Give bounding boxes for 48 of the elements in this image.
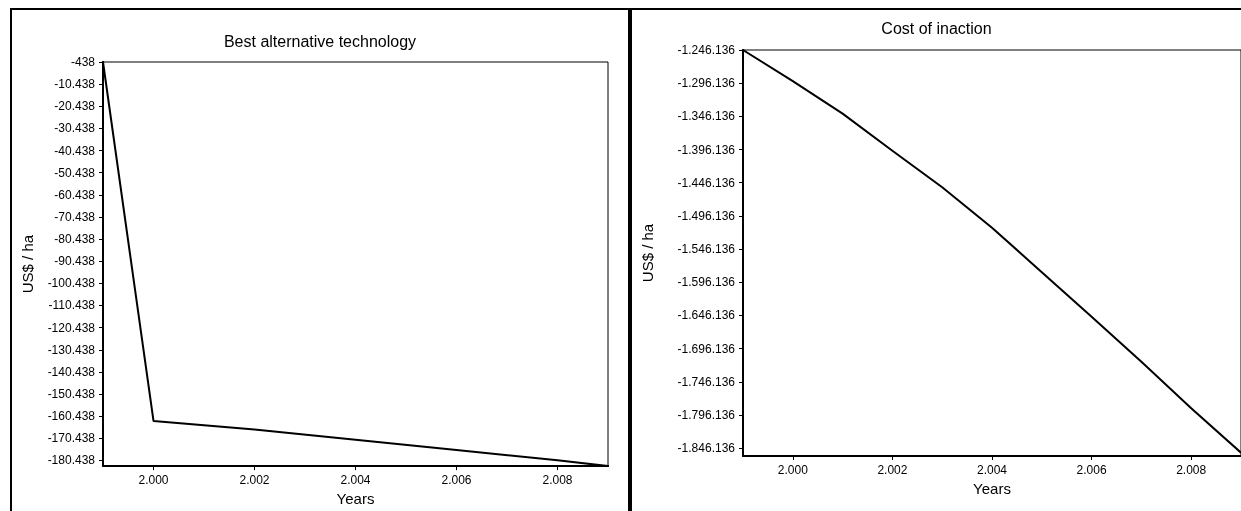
x-tick-label: 2.008 bbox=[542, 473, 573, 488]
y-tick-label: -1.246.136 bbox=[677, 43, 736, 57]
y-tick-label: -130.438 bbox=[47, 342, 96, 357]
y-tick-label: -1.596.136 bbox=[677, 275, 736, 290]
y-tick-label: -170.438 bbox=[47, 431, 96, 446]
chart-title: Cost of inaction bbox=[881, 19, 992, 37]
x-tick-label: 2.002 bbox=[239, 473, 270, 488]
y-tick-label: -10.438 bbox=[54, 77, 96, 92]
y-tick-label: -1.646.136 bbox=[677, 308, 736, 323]
y-tick-label: -90.438 bbox=[54, 254, 96, 269]
x-tick-label: 2.000 bbox=[138, 473, 169, 488]
chart-title: Best alternative technology bbox=[223, 32, 417, 50]
x-tick-label: 2.006 bbox=[1076, 463, 1107, 477]
y-tick-label: -1.396.136 bbox=[677, 142, 736, 157]
y-tick-label: -1.696.136 bbox=[677, 341, 736, 356]
y-tick-label: -438 bbox=[70, 55, 96, 69]
x-axis-title: Years bbox=[336, 490, 375, 507]
x-tick-label: 2.000 bbox=[777, 463, 809, 477]
y-tick-label: -1.746.136 bbox=[677, 374, 736, 389]
y-tick-label: -100.438 bbox=[47, 276, 96, 291]
y-tick-label: -50.438 bbox=[54, 165, 96, 180]
y-tick-label: -40.438 bbox=[54, 143, 96, 158]
y-tick-label: -1.296.136 bbox=[677, 76, 736, 91]
x-tick-label: 2.004 bbox=[340, 473, 371, 488]
x-tick-label: 2.008 bbox=[1176, 463, 1207, 477]
y-tick-label: -70.438 bbox=[54, 209, 96, 224]
y-tick-label: -1.346.136 bbox=[677, 109, 736, 124]
y-tick-label: -20.438 bbox=[54, 99, 96, 114]
y-tick-label: -140.438 bbox=[47, 364, 96, 379]
y-tick-label: -1.846.136 bbox=[677, 441, 736, 456]
y-tick-label: -1.446.136 bbox=[677, 175, 736, 190]
x-tick-label: 2.004 bbox=[976, 463, 1008, 477]
y-tick-label: -120.438 bbox=[47, 320, 96, 335]
y-tick-label: -110.438 bbox=[48, 298, 96, 313]
y-tick-label: -30.438 bbox=[54, 121, 96, 136]
y-tick-label: -1.796.136 bbox=[677, 407, 736, 422]
y-tick-label: -150.438 bbox=[47, 387, 96, 402]
x-axis-title: Years bbox=[973, 479, 1011, 497]
y-tick-label: -1.496.136 bbox=[677, 208, 736, 223]
y-tick-label: -1.546.136 bbox=[677, 242, 736, 257]
y-tick-label: -180.438 bbox=[47, 453, 96, 468]
y-axis-title: US$ / ha bbox=[19, 234, 36, 294]
y-axis-title: US$ / ha bbox=[639, 223, 656, 283]
y-tick-label: -60.438 bbox=[54, 187, 96, 202]
x-tick-label: 2.006 bbox=[441, 473, 472, 488]
y-tick-label: -80.438 bbox=[54, 232, 96, 247]
x-tick-label: 2.002 bbox=[877, 463, 908, 477]
y-tick-label: -160.438 bbox=[47, 409, 96, 424]
